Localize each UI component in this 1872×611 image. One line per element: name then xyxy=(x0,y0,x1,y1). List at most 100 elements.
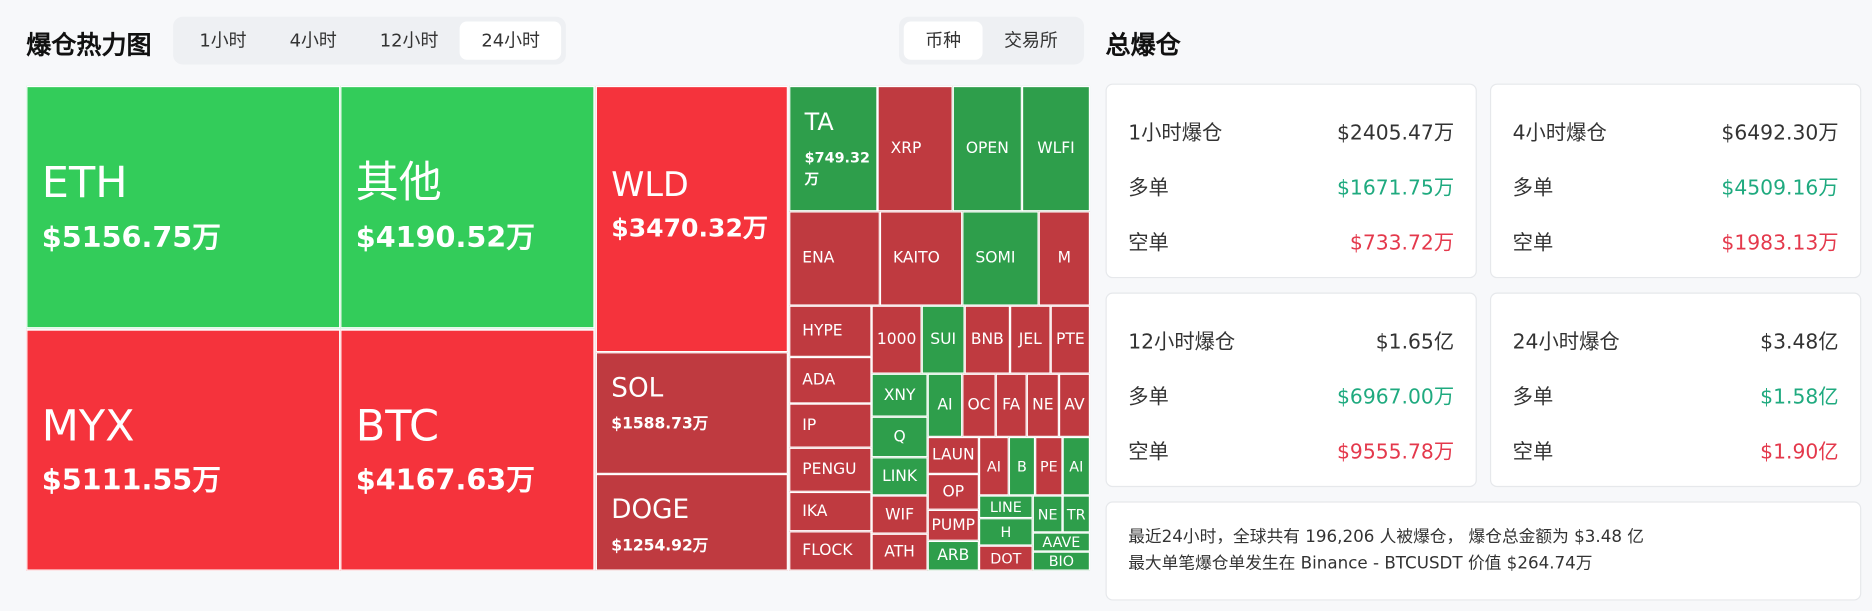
treemap-tile[interactable]: AAVE xyxy=(1032,532,1091,552)
treemap-tile[interactable]: FA xyxy=(995,373,1027,437)
row-value: $9555.78万 xyxy=(1336,440,1455,465)
treemap-tile[interactable]: AV xyxy=(1058,373,1091,437)
row-label: 24小时爆仓 xyxy=(1512,330,1620,355)
treemap-tile[interactable]: KAITO xyxy=(879,211,963,306)
tile-label: ADA xyxy=(802,371,836,390)
treemap-tile[interactable]: JEL xyxy=(1010,305,1051,374)
time-tab[interactable]: 12小时 xyxy=(379,29,439,52)
treemap-tile[interactable]: PE xyxy=(1035,436,1063,496)
summary-row: 4小时爆仓 $6492.30万 xyxy=(1513,116,1839,146)
treemap-tile[interactable]: DOT xyxy=(978,545,1033,571)
treemap-tile[interactable]: TA $749.32万 xyxy=(789,85,878,212)
treemap-tile[interactable]: ETH $5156.75万 xyxy=(26,85,341,329)
treemap-tile[interactable]: ARB xyxy=(927,540,979,571)
tile-label: PUMP xyxy=(931,516,976,535)
time-tab[interactable]: 1小时 xyxy=(199,29,247,52)
treemap-tile[interactable]: XNY xyxy=(871,373,928,417)
treemap-tile[interactable]: TR xyxy=(1062,495,1091,533)
tile-label: FA xyxy=(1002,396,1021,415)
treemap-tile[interactable]: WIF xyxy=(871,495,928,534)
treemap-tile[interactable]: OC xyxy=(962,373,996,437)
treemap-tile[interactable]: BIO xyxy=(1032,551,1091,571)
summary-card: 1小时爆仓 $2405.47万 多单 $1671.75万 空单 $733.72万 xyxy=(1105,83,1477,279)
treemap-tile[interactable]: WLFI xyxy=(1021,85,1091,212)
row-value: $733.72万 xyxy=(1349,231,1455,256)
summary-title: 总爆仓 xyxy=(1105,31,1181,60)
treemap-tile[interactable]: 1000 xyxy=(871,305,922,374)
tile-label: WIF xyxy=(885,505,915,524)
treemap-tile[interactable]: ADA xyxy=(789,356,872,404)
tile-label: KAITO xyxy=(893,249,940,268)
treemap-tile[interactable]: BNB xyxy=(964,305,1011,374)
treemap-tile[interactable]: IP xyxy=(789,403,872,448)
tile-label: AAVE xyxy=(1042,533,1081,551)
tile-value: $1254.92万 xyxy=(611,537,709,556)
treemap-tile[interactable]: B xyxy=(1008,436,1036,496)
treemap-tile[interactable]: AI xyxy=(927,373,963,437)
treemap-tile[interactable]: Q xyxy=(871,416,928,458)
treemap-tile[interactable]: PUMP xyxy=(927,509,979,541)
treemap-tile[interactable]: OPEN xyxy=(952,85,1022,212)
row-label: 空单 xyxy=(1512,231,1554,256)
treemap-tile[interactable]: BTC $4167.63万 xyxy=(340,329,595,571)
heatmap-title: 爆仓热力图 xyxy=(26,31,152,60)
row-value: $1671.75万 xyxy=(1336,176,1455,201)
tile-label: ENA xyxy=(802,249,835,268)
treemap-tile[interactable]: SOL $1588.73万 xyxy=(595,352,788,474)
note-line: 最近24小时，全球共有 196,206 人被爆仓， 爆仓总金额为 $3.48 亿 xyxy=(1128,527,1645,547)
tile-label: SOL xyxy=(611,373,664,404)
treemap-tile[interactable]: NE xyxy=(1026,373,1059,437)
tile-label: SOMI xyxy=(975,249,1016,268)
treemap-tile[interactable]: SOMI xyxy=(962,211,1039,306)
row-value: $2405.47万 xyxy=(1336,121,1455,146)
treemap-tile[interactable]: DOGE $1254.92万 xyxy=(595,473,788,571)
treemap-tile[interactable]: ATH xyxy=(871,533,928,571)
tile-value: $749.32万 xyxy=(804,149,870,188)
tile-label: WLD xyxy=(611,164,689,205)
treemap-tile[interactable]: ENA xyxy=(789,211,880,306)
tile-label: H xyxy=(1000,523,1012,541)
treemap-tile[interactable]: FLOCK xyxy=(789,531,872,571)
treemap-tile[interactable]: MYX $5111.55万 xyxy=(26,329,341,571)
treemap-tile[interactable]: HYPE xyxy=(789,305,872,357)
treemap-tile[interactable]: WLD $3470.32万 xyxy=(595,85,788,353)
treemap-tile[interactable]: NE xyxy=(1032,495,1063,533)
tile-label: ATH xyxy=(884,543,915,562)
treemap-tile[interactable]: PENGU xyxy=(789,447,872,492)
time-tab[interactable]: 24小时 xyxy=(459,21,562,60)
summary-row: 多单 $6967.00万 xyxy=(1128,380,1454,410)
treemap-tile[interactable]: LINK xyxy=(871,457,928,496)
treemap-tile[interactable]: OP xyxy=(927,473,979,510)
group-tab[interactable]: 币种 xyxy=(903,21,983,60)
tile-label: SUI xyxy=(930,330,957,349)
summary-row: 空单 $733.72万 xyxy=(1128,226,1454,256)
row-label: 空单 xyxy=(1512,440,1554,465)
tile-value: $5111.55万 xyxy=(41,463,221,498)
treemap-tile[interactable]: LAUN xyxy=(927,436,979,474)
tile-label: TA xyxy=(804,107,834,137)
treemap-tile[interactable]: PTE xyxy=(1050,305,1091,374)
time-tab[interactable]: 4小时 xyxy=(289,29,337,52)
tile-label: AI xyxy=(986,457,1001,475)
tile-value: $1588.73万 xyxy=(611,415,709,434)
treemap-tile[interactable]: IKA xyxy=(789,491,872,532)
treemap-tile[interactable]: AI xyxy=(1062,436,1091,496)
treemap-tile[interactable]: H xyxy=(978,518,1033,546)
treemap-tile[interactable]: SUI xyxy=(921,305,965,374)
treemap-tile[interactable]: 其他 $4190.52万 xyxy=(340,85,595,329)
tile-label: OC xyxy=(967,396,991,415)
tile-label: NE xyxy=(1032,396,1054,415)
treemap-tile[interactable]: XRP xyxy=(877,85,953,212)
tile-label: Q xyxy=(893,428,906,446)
summary-row: 多单 $4509.16万 xyxy=(1513,171,1839,201)
tile-label: BIO xyxy=(1048,552,1075,570)
treemap-tile[interactable]: AI xyxy=(978,436,1009,496)
group-tab[interactable]: 交易所 xyxy=(1004,29,1058,52)
summary-row: 空单 $9555.78万 xyxy=(1128,435,1454,465)
tile-label: 1000 xyxy=(876,330,917,349)
treemap-tile[interactable]: LINE xyxy=(978,495,1033,519)
tile-label: IKA xyxy=(802,502,828,521)
tile-label: OP xyxy=(942,482,965,501)
summary-row: 24小时爆仓 $3.48亿 xyxy=(1513,325,1839,355)
treemap-tile[interactable]: M xyxy=(1038,211,1091,306)
